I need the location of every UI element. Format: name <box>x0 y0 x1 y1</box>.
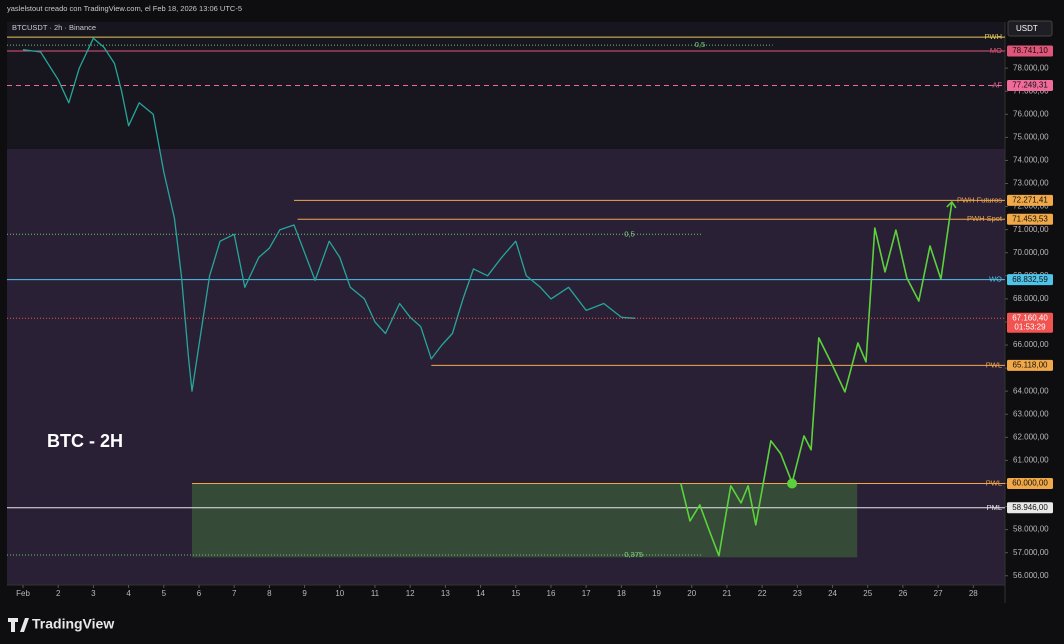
level-name: PML <box>987 503 1002 512</box>
annotation: BTC - 2H <box>47 431 123 451</box>
price-tag <box>1007 359 1053 371</box>
y-tick-label: 63.000,00 <box>1013 409 1049 418</box>
level-name: PWH Spot <box>967 214 1003 223</box>
y-tick-label: 57.000,00 <box>1013 548 1049 557</box>
x-tick-label: 22 <box>758 589 767 598</box>
y-tick-label: 61.000,00 <box>1013 456 1049 465</box>
x-tick-label: 28 <box>969 589 978 598</box>
x-tick-label: 23 <box>793 589 802 598</box>
y-tick-label: 62.000,00 <box>1013 432 1049 441</box>
range-box <box>191 483 858 558</box>
x-tick-label: 17 <box>582 589 591 598</box>
price-tag-label: 65.118,00 <box>1013 360 1049 369</box>
price-tag <box>1007 312 1053 333</box>
timer: 01:53:29 <box>1014 322 1046 331</box>
price-tag-label: 67.160,40 <box>1012 313 1048 322</box>
x-tick-label: 2 <box>56 589 61 598</box>
y-tick-label: 75.000,00 <box>1013 132 1049 141</box>
y-tick-label: 70.000,00 <box>1013 248 1049 257</box>
price-tag-label: 72.271,41 <box>1012 195 1048 204</box>
x-tick-label: 8 <box>267 589 272 598</box>
x-tick-label: 26 <box>898 589 907 598</box>
fib-label: 0,5 <box>695 40 705 49</box>
price-tag-label: 68.832,59 <box>1012 275 1048 284</box>
x-tick-label: 14 <box>476 589 485 598</box>
y-tick-label: 68.000,00 <box>1013 294 1049 303</box>
level-name: MO <box>990 46 1002 55</box>
x-tick-label: 9 <box>302 589 307 598</box>
price-tag-label: 78.741,10 <box>1012 46 1048 55</box>
price-tag-label: 71.453,53 <box>1012 214 1048 223</box>
x-tick-label: 24 <box>828 589 837 598</box>
y-tick-label: 73.000,00 <box>1013 179 1049 188</box>
x-tick-label: 13 <box>441 589 450 598</box>
series-line <box>680 201 953 557</box>
price-tag <box>1007 213 1053 225</box>
level-name: PWH Futuros <box>957 195 1002 204</box>
y-tick-label: 74.000,00 <box>1013 156 1049 165</box>
y-tick-label: 71.000,00 <box>1013 225 1049 234</box>
fib-label: 0,5 <box>624 229 634 238</box>
y-tick-label: 58.000,00 <box>1013 525 1049 534</box>
arrow-head <box>946 200 957 209</box>
footer-brand: TradingView <box>32 616 114 632</box>
price-tag-label: 77.249,31 <box>1012 81 1048 90</box>
currency-box[interactable] <box>1007 20 1053 37</box>
level-name: AF <box>992 80 1002 89</box>
x-tick-label: 12 <box>406 589 415 598</box>
price-tag <box>1007 45 1053 57</box>
price-tag <box>1007 79 1053 91</box>
x-tick-label: 10 <box>335 589 344 598</box>
fib-label: 0,375 <box>624 550 643 559</box>
series-line <box>22 37 636 392</box>
x-tick-label: 6 <box>197 589 202 598</box>
x-tick-label: 5 <box>162 589 167 598</box>
x-tick-label: 21 <box>722 589 731 598</box>
y-tick-label: 64.000,00 <box>1013 386 1049 395</box>
x-tick-label: 25 <box>863 589 872 598</box>
x-tick-label: Feb <box>16 589 30 598</box>
x-tick-label: 27 <box>934 589 943 598</box>
y-tick-label: 78.000,00 <box>1013 63 1049 72</box>
currency: USDT <box>1016 24 1038 33</box>
price-tag <box>1007 502 1053 514</box>
level-name: PWL <box>986 360 1002 369</box>
header: yaslelstout creado con TradingView.com, … <box>7 4 242 13</box>
x-tick-label: 4 <box>126 589 131 598</box>
chart-title: BTCUSDT · 2h · Binance <box>12 23 96 32</box>
price-tag-label: 58.946,00 <box>1012 503 1048 512</box>
x-tick-label: 18 <box>617 589 626 598</box>
y-tick-label: 72.000,00 <box>1013 202 1049 211</box>
price-tag <box>1007 477 1053 489</box>
x-tick-label: 11 <box>371 589 380 598</box>
price-tag <box>1007 274 1053 286</box>
level-name: PWH <box>985 32 1003 41</box>
x-tick-label: 3 <box>91 589 96 598</box>
x-tick-label: 15 <box>511 589 520 598</box>
level-name: PWL <box>986 478 1002 487</box>
price-tag <box>1007 194 1053 206</box>
level-name: WO <box>989 275 1002 284</box>
logo: TradingView <box>8 616 114 632</box>
y-tick-label: 66.000,00 <box>1013 340 1049 349</box>
price-tag-label: 60.000,00 <box>1012 479 1048 488</box>
x-tick-label: 19 <box>652 589 661 598</box>
x-tick-label: 20 <box>687 589 696 598</box>
point <box>787 478 798 489</box>
y-tick-label: 76.000,00 <box>1013 109 1049 118</box>
y-tick-label: 56.000,00 <box>1013 571 1049 580</box>
x-tick-label: 7 <box>232 589 237 598</box>
plot: 56.000,0057.000,0058.000,0059.000,0060.0… <box>7 22 1064 603</box>
x-tick-label: 16 <box>547 589 556 598</box>
